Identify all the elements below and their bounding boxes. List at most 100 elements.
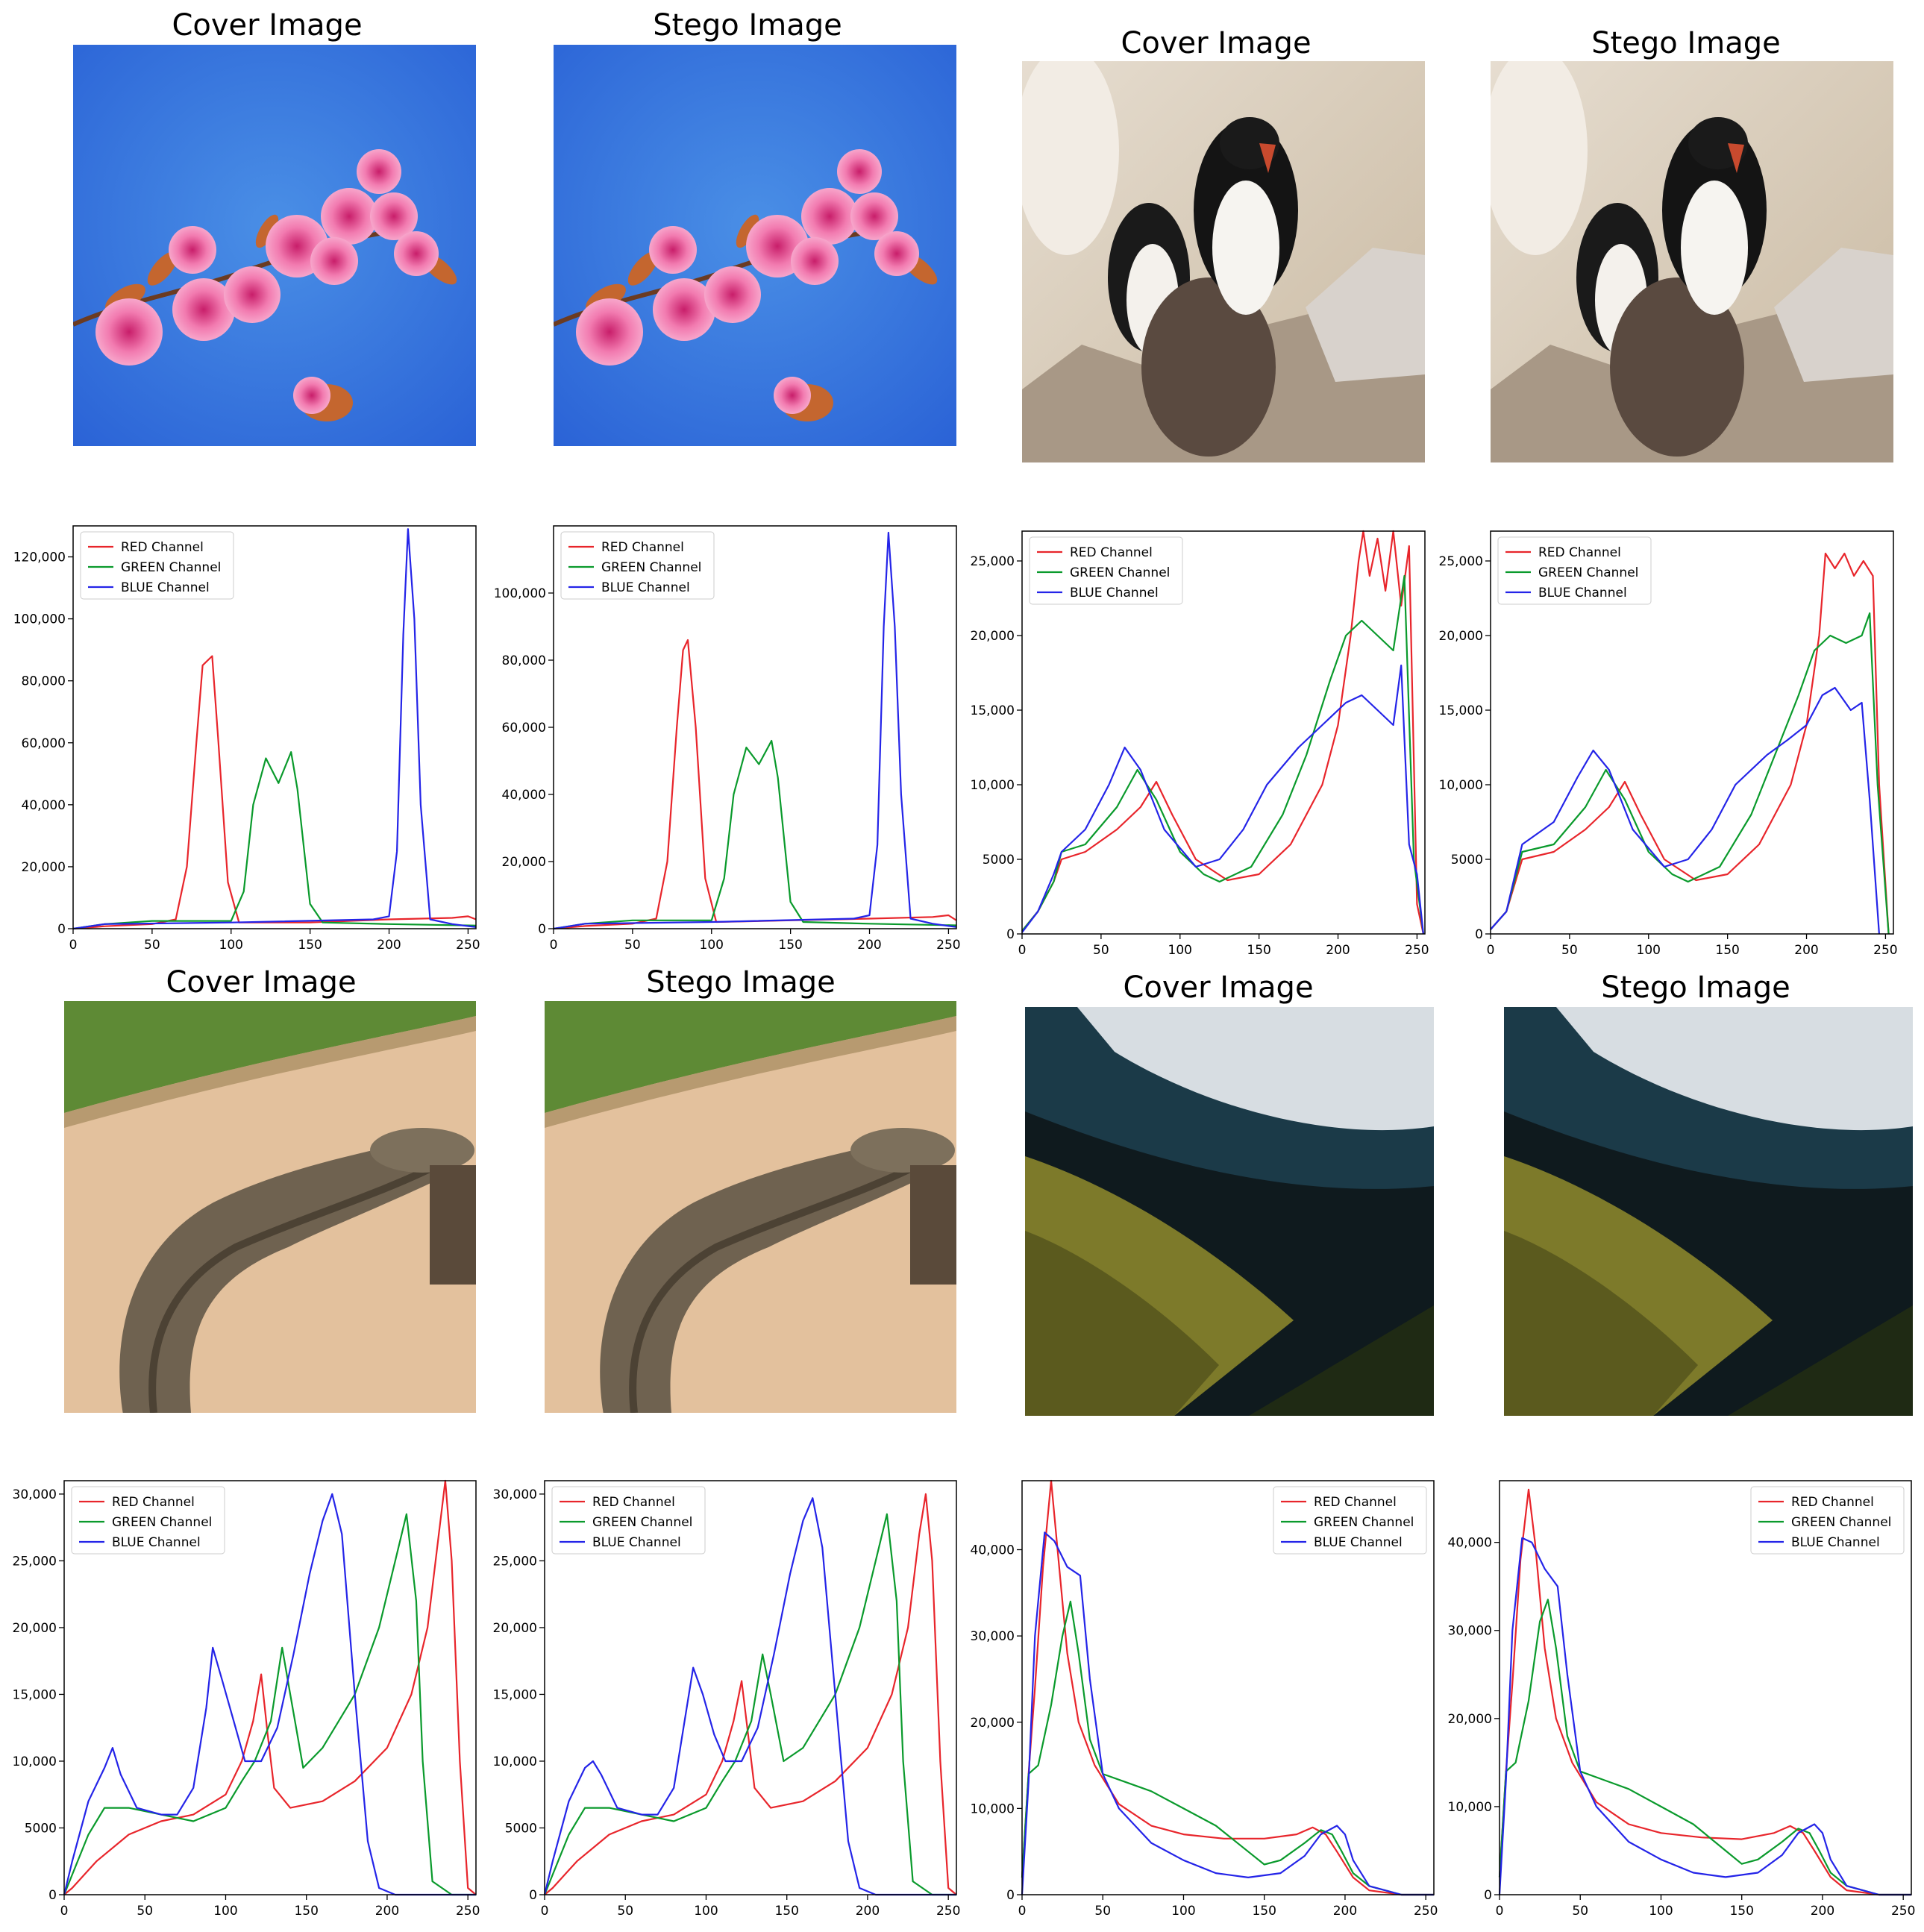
legend-label: BLUE Channel	[1791, 1535, 1880, 1550]
x-tick-label: 250	[936, 938, 960, 953]
y-tick-label: 120,000	[13, 551, 66, 565]
y-tick-label: 30,000	[1448, 1624, 1492, 1639]
y-tick-label: 0	[57, 922, 66, 937]
legend: RED Channel GREEN Channel BLUE Channel	[1029, 536, 1183, 605]
y-tick-label: 15,000	[1439, 703, 1483, 718]
y-tick-label: 20,000	[1448, 1712, 1492, 1727]
x-tick-label: 100	[219, 938, 243, 953]
series-line-green	[1498, 1599, 1911, 1896]
x-tick-label: 50	[1561, 943, 1578, 958]
x-tick-label: 0	[1018, 1904, 1027, 1919]
histogram-flowers-stego-hist: 0 50 100 150 200 250 0 20,000 40,000 60,000 80,000…	[494, 525, 961, 953]
title-crocodile-stego: Stego Image	[646, 965, 836, 1000]
legend-label: GREEN Channel	[1538, 565, 1638, 580]
y-tick-label: 20,000	[493, 1621, 537, 1636]
series-line-red	[1490, 552, 1890, 935]
y-tick-label: 10,000	[971, 778, 1015, 793]
histogram-coast-stego-hist: 0 50 100 150 200 250 0 10,000 20,000 30,000 40,000…	[1448, 1480, 1915, 1919]
y-tick-label: 20,000	[971, 1716, 1015, 1731]
x-tick-label: 50	[1572, 1904, 1588, 1919]
photo-crocodile-stego	[545, 1001, 956, 1413]
legend-label: GREEN Channel	[1070, 565, 1170, 580]
y-tick-label: 40,000	[1448, 1536, 1492, 1551]
title-coast-cover: Cover Image	[1123, 970, 1314, 1005]
legend-label: BLUE Channel	[592, 1535, 681, 1550]
x-tick-label: 50	[137, 1904, 153, 1919]
y-tick-label: 20,000	[13, 1621, 57, 1636]
x-tick-label: 100	[1637, 943, 1661, 958]
y-tick-label: 40,000	[22, 798, 66, 813]
legend-box	[1029, 536, 1183, 605]
x-tick-label: 150	[774, 1904, 798, 1919]
legend-label: RED Channel	[121, 540, 204, 555]
x-tick-label: 250	[1405, 943, 1429, 958]
series-line-green	[1490, 612, 1890, 935]
y-tick-label: 20,000	[1439, 629, 1483, 644]
title-flowers-cover: Cover Image	[172, 8, 363, 43]
legend: RED Channel GREEN Channel BLUE Channel	[551, 1486, 706, 1555]
y-tick-label: 0	[1475, 927, 1483, 942]
x-tick-label: 200	[375, 1904, 399, 1919]
y-tick-label: 0	[1484, 1888, 1492, 1903]
x-tick-label: 200	[856, 1904, 880, 1919]
series-line-green	[63, 1513, 476, 1896]
series-line-blue	[1490, 686, 1880, 935]
series-line-red	[544, 1493, 957, 1895]
x-tick-label: 200	[1326, 943, 1350, 958]
histogram-coast-cover-hist: 0 50 100 150 200 250 0 10,000 20,000 30,000 40,000…	[971, 1479, 1438, 1919]
x-tick-label: 250	[1891, 1904, 1915, 1919]
x-tick-label: 150	[778, 938, 802, 953]
y-tick-label: 15,000	[493, 1687, 537, 1702]
x-tick-label: 100	[213, 1904, 237, 1919]
y-tick-label: 30,000	[493, 1487, 537, 1502]
y-tick-label: 80,000	[22, 674, 66, 689]
y-tick-label: 25,000	[1439, 554, 1483, 569]
x-tick-label: 100	[1649, 1904, 1673, 1919]
y-tick-label: 10,000	[971, 1801, 1015, 1816]
x-tick-label: 50	[1093, 943, 1109, 958]
y-tick-label: 10,000	[13, 1754, 57, 1769]
x-tick-label: 250	[456, 1904, 480, 1919]
title-penguin-stego: Stego Image	[1591, 26, 1781, 60]
y-tick-label: 0	[48, 1888, 57, 1903]
series-line-green	[553, 739, 957, 930]
x-tick-label: 250	[936, 1904, 960, 1919]
x-tick-label: 0	[69, 938, 78, 953]
legend-label: RED Channel	[601, 540, 684, 555]
y-tick-label: 30,000	[13, 1487, 57, 1502]
y-tick-label: 5000	[25, 1821, 57, 1836]
x-tick-label: 100	[694, 1904, 718, 1919]
x-tick-label: 200	[1333, 1904, 1357, 1919]
legend-label: BLUE Channel	[1070, 586, 1159, 600]
legend: RED Channel GREEN Channel BLUE Channel	[71, 1486, 225, 1555]
histogram-penguin-stego-hist: 0 50 100 150 200 250 0 5000 10,000 15,000 20,000 25…	[1439, 530, 1898, 958]
y-tick-label: 0	[529, 1888, 537, 1903]
x-tick-label: 200	[1811, 1904, 1834, 1919]
y-tick-label: 100,000	[13, 612, 66, 627]
histogram-crocodile-cover-hist: 0 50 100 150 200 250 0 5000 10,000 15,000 20,000 25…	[13, 1479, 480, 1919]
x-tick-label: 150	[294, 1904, 318, 1919]
x-tick-label: 150	[1729, 1904, 1753, 1919]
legend-box	[560, 531, 715, 600]
y-tick-label: 10,000	[493, 1754, 537, 1769]
legend-label: GREEN Channel	[1314, 1515, 1414, 1530]
legend-label: RED Channel	[1791, 1495, 1874, 1510]
y-tick-label: 10,000	[1448, 1800, 1492, 1815]
legend: RED Channel GREEN Channel BLUE Channel	[1497, 536, 1652, 605]
x-tick-label: 0	[1018, 943, 1027, 958]
title-crocodile-cover: Cover Image	[166, 965, 357, 1000]
legend-box	[551, 1486, 706, 1555]
legend-label: RED Channel	[112, 1495, 195, 1510]
legend-label: BLUE Channel	[1314, 1535, 1403, 1550]
plot-frame	[1021, 1480, 1435, 1895]
photo-crocodile-cover	[64, 1001, 476, 1413]
series-line-red	[1498, 1488, 1911, 1896]
histogram-penguin-cover-hist: 0 50 100 150 200 250 0 5000 10,000 15,000 20,000 25…	[971, 530, 1429, 958]
legend: RED Channel GREEN Channel BLUE Channel	[560, 531, 715, 600]
legend-label: RED Channel	[1070, 545, 1153, 560]
x-tick-label: 50	[144, 938, 160, 953]
legend-label: GREEN Channel	[601, 560, 701, 575]
legend-label: GREEN Channel	[1791, 1515, 1891, 1530]
legend-box	[1750, 1486, 1905, 1555]
series-line-blue	[543, 1497, 956, 1896]
